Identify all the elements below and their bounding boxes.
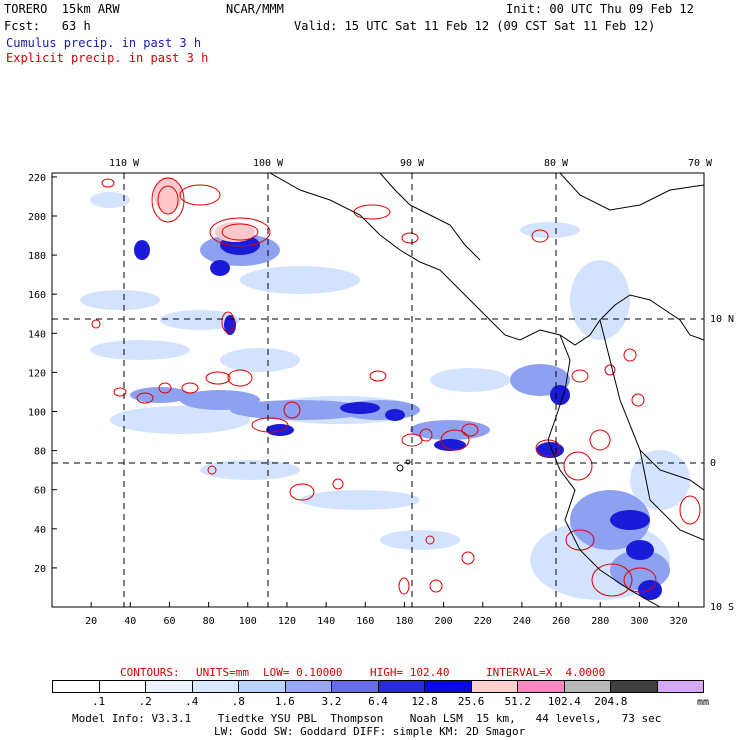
legend-swatch [238,680,285,693]
y-axis-ticks: 20 40 60 80 100 120 140 160 180 200 220 [28,173,57,575]
y-tick-label: 80 [34,447,46,458]
legend-swatch [284,680,331,693]
contours-high: HIGH= 102.40 [370,666,450,679]
x-tick-label: 80 [203,616,215,627]
longitude-label: 110 W [109,158,140,169]
latitude-label: 10 N [710,314,734,325]
x-tick-label: 120 [278,616,296,627]
y-tick-label: 120 [28,368,46,379]
contours-interval: INTERVAL=X 4.0000 [486,666,606,679]
latitude-labels: 10 N 0 10 S [710,314,734,613]
x-tick-label: 260 [552,616,570,627]
x-tick-label: 40 [124,616,136,627]
longitude-label: 100 W [253,158,284,169]
longitude-label: 90 W [400,158,425,169]
contours-low: LOW= 0.10000 [263,666,343,679]
legend-label: .8 [231,695,245,708]
y-tick-label: 100 [28,408,46,419]
x-tick-label: 20 [85,616,97,627]
legend-label: 6.4 [368,695,388,708]
legend-swatch [52,680,99,693]
legend-swatch [424,680,471,693]
legend-swatch [98,680,145,693]
model-info-line2: LW: Godd SW: Goddard DIFF: simple KM: 2D… [214,725,526,738]
legend-swatch [470,680,517,693]
legend-swatch [331,680,378,693]
x-tick-label: 220 [474,616,492,627]
init-time: Init: 00 UTC Thu 09 Feb 12 [506,2,694,16]
map-frame [51,172,705,608]
legend-label: 12.8 [411,695,438,708]
legend-swatch [563,680,610,693]
y-tick-label: 200 [28,212,46,223]
x-tick-label: 60 [163,616,175,627]
legend-swatch [377,680,424,693]
y-tick-label: 160 [28,290,46,301]
x-tick-label: 280 [591,616,609,627]
x-axis-ticks: 20 40 60 80 100 120 140 160 180 200 220 240 260 280 30… [85,602,688,627]
legend-label: 25.6 [457,695,485,708]
forecast-hour: Fcst: 63 h [4,19,91,33]
y-tick-label: 180 [28,251,46,262]
organization: NCAR/MMM [226,2,284,16]
latlon-grid [52,173,704,607]
legend-label: 1.6 [274,695,295,708]
legend-label: .1 [91,695,106,708]
y-tick-label: 140 [28,329,46,340]
legend-label: 51.2 [504,695,531,708]
legend-swatch [517,680,564,693]
x-tick-label: 300 [630,616,648,627]
valid-time: Valid: 15 UTC Sat 11 Feb 12 (09 CST Sat … [294,19,656,33]
y-tick-label: 220 [28,173,46,184]
model-name: TORERO 15km ARW [4,2,120,16]
legend-label: .4 [185,695,199,708]
longitude-labels: 110 W 100 W 90 W 80 W 70 W [109,158,713,169]
latitude-label: 10 S [710,602,734,613]
latitude-label: 0 [710,458,716,469]
x-tick-label: 100 [239,616,257,627]
explicit-precip-label: Explicit precip. in past 3 h [6,51,209,65]
x-tick-label: 140 [317,616,335,627]
legend-swatch [610,680,657,693]
legend-label: 3.2 [321,695,342,708]
precip-color-legend [52,680,704,693]
legend-unit: mm [697,697,710,708]
contours-units: UNITS=mm [196,666,249,679]
x-tick-label: 180 [395,616,413,627]
legend-swatch [145,680,192,693]
y-tick-label: 20 [34,564,46,575]
x-tick-label: 200 [435,616,453,627]
legend-label: .2 [138,695,152,708]
cumulus-precip-label: Cumulus precip. in past 3 h [6,36,202,50]
legend-swatch [191,680,238,693]
legend-swatch [656,680,704,693]
y-tick-label: 60 [34,486,46,497]
x-tick-label: 240 [513,616,531,627]
model-info-line1: Model Info: V3.3.1 Tiedtke YSU PBL Thomp… [72,712,662,725]
longitude-label: 70 W [688,158,713,169]
x-tick-label: 160 [356,616,374,627]
longitude-label: 80 W [544,158,569,169]
legend-label: 204.8 [594,695,628,708]
legend-label: 102.4 [547,695,581,708]
y-tick-label: 40 [34,525,46,536]
precip-field [80,173,704,607]
x-tick-label: 320 [670,616,688,627]
contours-label: CONTOURS: [120,666,180,679]
